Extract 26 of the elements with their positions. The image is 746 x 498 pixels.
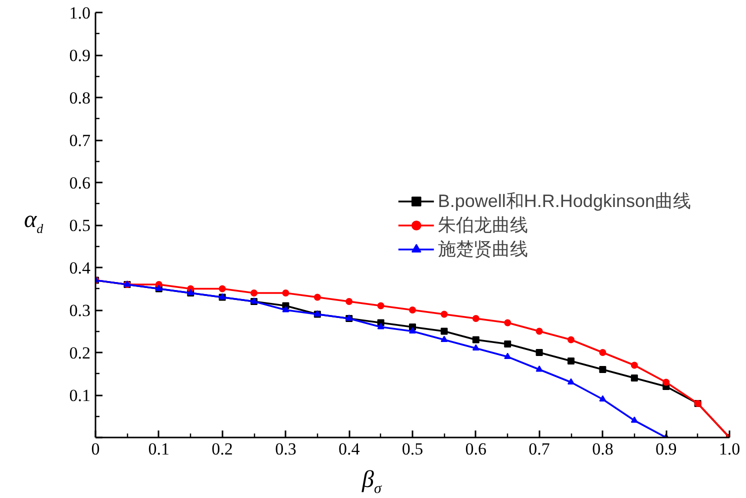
x-tick-label: 0.1 <box>148 440 170 458</box>
x-tick-label: 0.4 <box>338 440 360 458</box>
y-tick-label: 0.6 <box>69 174 90 192</box>
y-axis-title: α$_{d}$ <box>23 206 44 238</box>
legend-label: 施楚贤曲线 <box>438 238 528 260</box>
y-tick-label: 0.4 <box>69 258 91 278</box>
y-tick-label: 0.5 <box>69 216 90 235</box>
x-tick-label: 0.5 <box>402 440 424 458</box>
y-tick-label: 0.3 <box>69 301 90 320</box>
y-tick-label: 0.1 <box>69 386 90 405</box>
legend-label: B.powell和H.R.Hodgkinson曲线 <box>438 190 691 212</box>
y-tick-label: 1.0 <box>69 4 90 22</box>
x-axis-title: β$_{σ}$ <box>360 467 382 498</box>
x-tick-label: 0.6 <box>465 440 487 458</box>
x-tick-label: 1.0 <box>718 440 740 458</box>
y-tick-label: 0.7 <box>69 131 91 150</box>
x-tick-label: 0 <box>91 440 100 458</box>
x-tick-label: 0.2 <box>212 440 233 458</box>
legend-label: 朱伯龙曲线 <box>438 214 528 236</box>
x-tick-label: 0.3 <box>275 440 296 458</box>
x-tick-label: 0.7 <box>528 440 550 458</box>
x-tick-label: 0.9 <box>655 440 677 458</box>
y-tick-label: 0.9 <box>69 46 90 65</box>
x-tick-label: 0.8 <box>592 440 614 458</box>
y-tick-label: 0.2 <box>69 344 90 362</box>
y-tick-label: 0.8 <box>69 88 90 108</box>
